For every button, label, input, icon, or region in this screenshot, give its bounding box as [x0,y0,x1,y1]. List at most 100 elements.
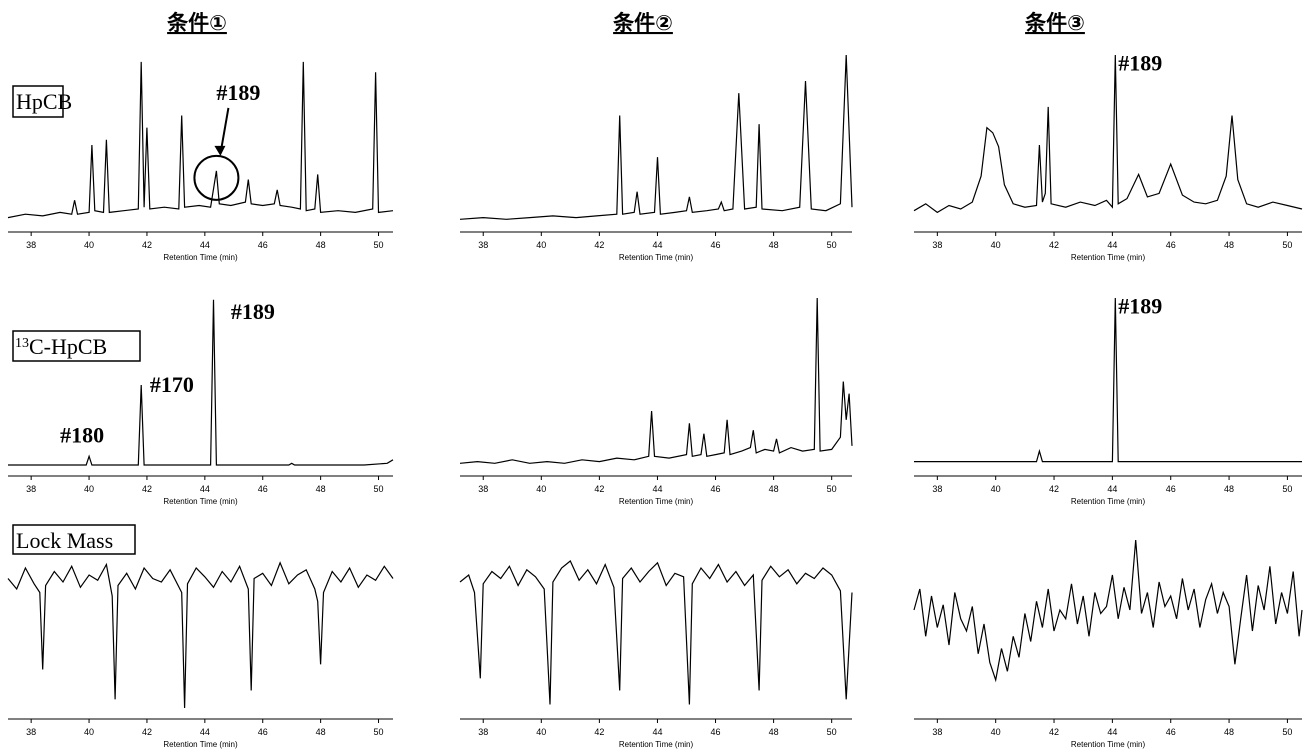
callout-arrowhead [214,145,226,156]
x-tick-label: 48 [769,727,779,737]
x-tick-label: 44 [652,240,662,250]
row-label-text: C-HpCB [29,334,107,359]
x-tick-label: 48 [1224,727,1234,737]
x-tick-label: 42 [594,240,604,250]
x-tick-label: 42 [594,727,604,737]
x-tick-label: 38 [932,727,942,737]
row-label: 13C-HpCB [15,334,107,359]
x-tick-label: 38 [478,484,488,494]
x-tick-label: 40 [536,240,546,250]
x-tick-label: 40 [536,727,546,737]
x-axis-label: Retention Time (min) [619,740,694,749]
x-tick-label: 44 [200,484,210,494]
x-tick-label: 38 [26,240,36,250]
x-tick-label: 50 [374,240,384,250]
x-tick-label: 46 [711,484,721,494]
x-axis-label: Retention Time (min) [163,740,238,749]
label-box [12,85,64,118]
x-tick-label: 42 [142,727,152,737]
x-tick-label: 48 [1224,484,1234,494]
x-tick-label: 40 [84,484,94,494]
trace [913,539,1303,683]
trace [459,560,853,705]
x-tick-label: 50 [827,240,837,250]
x-axis-label: Retention Time (min) [163,497,238,506]
x-tick-label: 40 [84,727,94,737]
annotation: #170 [150,372,194,397]
x-tick-label: 50 [1282,484,1292,494]
x-tick-label: 42 [594,484,604,494]
label-box [12,524,136,555]
annotation: #189 [1118,51,1162,76]
x-tick-label: 46 [1166,727,1176,737]
x-tick-label: 44 [1107,727,1117,737]
x-tick-label: 48 [769,240,779,250]
x-tick-label: 42 [1049,240,1059,250]
x-tick-label: 44 [1107,240,1117,250]
row-label: HpCB [16,89,72,114]
superscript: 13 [15,336,29,351]
x-axis-label: Retention Time (min) [1071,253,1146,262]
x-axis-label: Retention Time (min) [619,497,694,506]
x-tick-label: 50 [374,727,384,737]
callout-circle [193,154,240,201]
column-title: 条件③ [1025,11,1085,35]
annotation: #180 [60,422,104,447]
x-tick-label: 40 [536,484,546,494]
x-tick-label: 38 [932,240,942,250]
x-tick-label: 40 [84,240,94,250]
column-title: 条件② [613,11,673,35]
x-tick-label: 38 [932,484,942,494]
x-tick-label: 38 [26,727,36,737]
x-tick-label: 50 [1282,240,1292,250]
trace [8,299,394,466]
annotation: #189 [216,80,260,105]
x-tick-label: 42 [1049,727,1059,737]
x-tick-label: 50 [1282,727,1292,737]
trace [7,561,394,709]
label-box [12,330,141,362]
x-tick-label: 46 [258,727,268,737]
annotation: #189 [231,299,275,324]
x-tick-label: 44 [200,727,210,737]
x-tick-label: 48 [316,727,326,737]
x-tick-label: 46 [1166,240,1176,250]
x-axis-label: Retention Time (min) [1071,740,1146,749]
x-tick-label: 48 [316,240,326,250]
annotation: #189 [1118,294,1162,319]
x-tick-label: 44 [652,727,662,737]
x-tick-label: 40 [991,240,1001,250]
x-tick-label: 44 [1107,484,1117,494]
x-tick-label: 46 [258,484,268,494]
x-tick-label: 48 [316,484,326,494]
x-axis-label: Retention Time (min) [163,253,238,262]
trace [459,297,853,464]
x-tick-label: 38 [478,727,488,737]
x-tick-label: 46 [1166,484,1176,494]
x-tick-label: 50 [827,484,837,494]
trace [914,297,1302,463]
trace [913,54,1303,214]
x-tick-label: 46 [258,240,268,250]
x-tick-label: 44 [652,484,662,494]
trace [7,61,394,219]
x-tick-label: 38 [478,240,488,250]
x-tick-label: 48 [1224,240,1234,250]
trace [459,54,853,220]
x-tick-label: 50 [374,484,384,494]
x-tick-label: 42 [1049,484,1059,494]
x-tick-label: 48 [769,484,779,494]
x-axis-label: Retention Time (min) [619,253,694,262]
x-tick-label: 46 [711,727,721,737]
x-tick-label: 42 [142,240,152,250]
row-label: Lock Mass [16,528,113,553]
x-axis-label: Retention Time (min) [1071,497,1146,506]
x-tick-label: 40 [991,727,1001,737]
x-tick-label: 40 [991,484,1001,494]
x-tick-label: 44 [200,240,210,250]
x-tick-label: 42 [142,484,152,494]
x-tick-label: 46 [711,240,721,250]
column-title: 条件① [167,11,227,35]
x-tick-label: 50 [827,727,837,737]
